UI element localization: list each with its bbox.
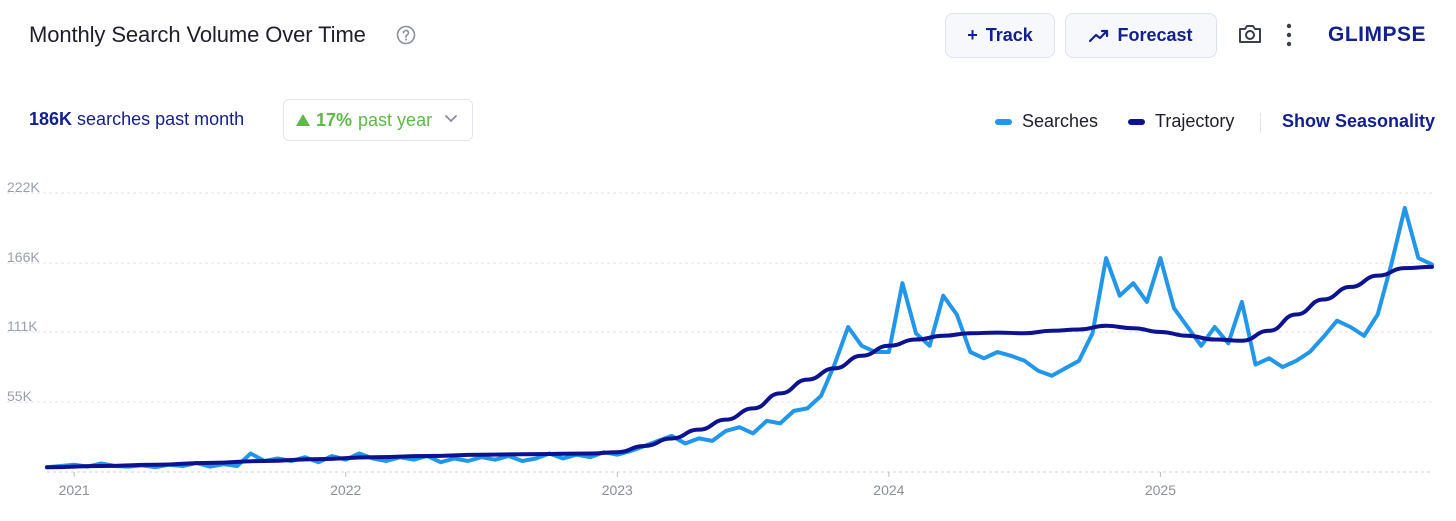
- camera-icon[interactable]: [1237, 22, 1263, 46]
- triangle-up-icon: [296, 114, 310, 126]
- change-label: past year: [358, 109, 433, 130]
- trend-up-icon: [1089, 29, 1109, 42]
- y-tick-label: 166K: [7, 249, 40, 265]
- change-dropdown[interactable]: 17% past year: [283, 99, 473, 141]
- x-tick-label: 2022: [330, 482, 361, 498]
- search-count-label: searches past month: [77, 109, 245, 129]
- forecast-button[interactable]: Forecast: [1065, 13, 1217, 58]
- trajectory-swatch: [1128, 118, 1145, 125]
- chevron-down-icon: [445, 115, 457, 123]
- forecast-button-label: Forecast: [1117, 25, 1193, 45]
- legend-label-trajectory: Trajectory: [1155, 111, 1235, 131]
- glimpse-logo: GLIMPSE: [1328, 23, 1427, 46]
- y-tick-label: 111K: [7, 318, 38, 334]
- page-title: Monthly Search Volume Over Time: [29, 22, 366, 47]
- legend-divider: [1260, 113, 1261, 133]
- x-tick-label: 2023: [602, 482, 633, 498]
- search-summary: 186K searches past month: [29, 109, 244, 130]
- track-button[interactable]: + Track: [945, 13, 1055, 58]
- x-tick-label: 2021: [59, 482, 90, 498]
- y-tick-label: 55K: [7, 388, 33, 404]
- x-tick-label: 2025: [1145, 482, 1176, 498]
- track-button-label: Track: [985, 25, 1033, 45]
- help-icon[interactable]: [396, 25, 416, 45]
- show-seasonality-link[interactable]: Show Seasonality: [1282, 111, 1436, 131]
- searches-swatch: [995, 118, 1012, 125]
- change-value: 17%: [316, 109, 353, 130]
- legend-item-trajectory[interactable]: Trajectory: [1128, 111, 1234, 132]
- x-tick-label: 2024: [873, 482, 904, 498]
- legend-item-searches[interactable]: Searches: [995, 111, 1098, 132]
- plus-icon: +: [967, 25, 978, 45]
- y-tick-label: 222K: [7, 179, 40, 195]
- search-volume-chart: 222K 166K 111K 55K 2021 2022 2023 2024 2025: [7, 179, 1434, 498]
- more-vertical-icon[interactable]: [1280, 22, 1298, 48]
- legend-label-searches: Searches: [1022, 111, 1099, 131]
- series-line-searches: [45, 206, 1434, 470]
- series-line-trajectory: [45, 264, 1434, 470]
- search-count: 186K: [29, 109, 73, 129]
